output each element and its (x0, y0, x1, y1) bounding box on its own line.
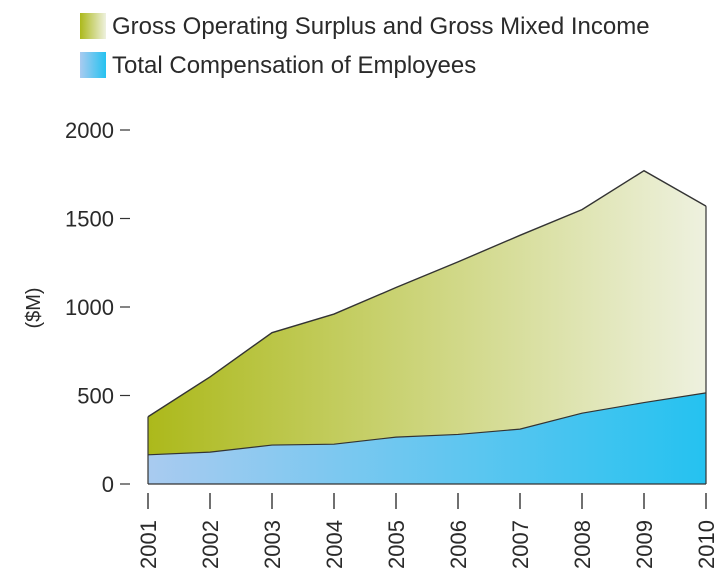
legend-item-compensation: Total Compensation of Employees (80, 52, 476, 79)
line-total-compensation (147, 392, 707, 456)
x-tick-label: 2007 (508, 520, 533, 569)
x-tick-label: 2001 (136, 520, 161, 569)
x-tick-label: 2008 (570, 520, 595, 569)
y-tick-label: 500 (77, 384, 114, 409)
legend-swatch-compensation (80, 52, 106, 78)
area-total-compensation (148, 392, 706, 484)
legend-swatch-gross-operating (80, 13, 106, 39)
x-tick-label: 2005 (384, 520, 409, 569)
legend-label-gross-operating: Gross Operating Surplus and Gross Mixed … (112, 13, 650, 40)
area-gross-operating-surplus (148, 170, 706, 455)
plot-area (147, 169, 707, 485)
legend-item-gross-operating: Gross Operating Surplus and Gross Mixed … (80, 13, 650, 40)
x-tick-label: 2010 (694, 520, 719, 569)
x-axis: 2001 2002 2003 2004 2005 2006 2007 2008 2009 2010 (136, 493, 719, 569)
x-tick-label: 2004 (322, 520, 347, 569)
y-axis: 0 500 1000 1500 2000 (65, 118, 130, 497)
legend: Gross Operating Surplus and Gross Mixed … (80, 13, 650, 79)
line-cumulative-total (147, 169, 707, 418)
y-axis-label: ($M) (23, 287, 45, 328)
x-tick-label: 2002 (198, 520, 223, 569)
y-tick-label: 2000 (65, 118, 114, 143)
legend-label-compensation: Total Compensation of Employees (112, 52, 476, 79)
y-tick-label: 1000 (65, 295, 114, 320)
x-tick-label: 2009 (632, 520, 657, 569)
y-tick-label: 1500 (65, 207, 114, 232)
x-tick-label: 2003 (260, 520, 285, 569)
x-tick-label: 2006 (446, 520, 471, 569)
y-tick-label: 0 (102, 472, 114, 497)
